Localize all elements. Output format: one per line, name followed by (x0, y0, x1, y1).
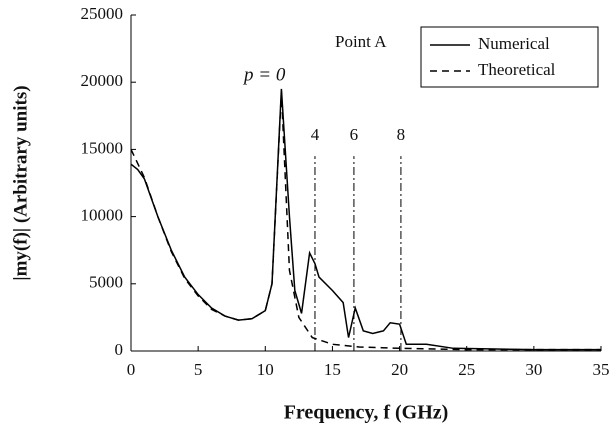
x-tick-label: 10 (257, 360, 274, 379)
y-axis-label: |my(f)| (Arbitrary units) (10, 85, 31, 280)
legend-label: Theoretical (478, 60, 556, 79)
legend-box (420, 26, 599, 88)
x-tick-label: 5 (194, 360, 203, 379)
series-line (130, 91, 601, 351)
y-tick-label: 0 (115, 340, 124, 359)
x-axis-label: Frequency, f (GHz) (284, 402, 449, 424)
annotation: Point A (335, 32, 387, 51)
y-tick-label: 10000 (81, 206, 124, 225)
x-tick-label: 25 (458, 360, 475, 379)
legend-label: Numerical (478, 34, 550, 53)
y-tick-label: 20000 (81, 71, 124, 90)
x-tick-label: 35 (593, 360, 610, 379)
annotation: p = 0 (242, 64, 286, 85)
series-line (130, 88, 601, 351)
x-tick-label: 20 (391, 360, 408, 379)
y-tick-label: 5000 (89, 273, 123, 292)
x-tick-label: 30 (525, 360, 542, 379)
y-tick-label: 15000 (81, 138, 124, 157)
y-tick-label: 25000 (81, 4, 124, 23)
mode-label: 6 (350, 125, 359, 144)
mode-label: 8 (397, 125, 406, 144)
x-tick-label: 0 (127, 360, 136, 379)
mode-label: 4 (311, 125, 320, 144)
x-tick-label: 15 (324, 360, 341, 379)
